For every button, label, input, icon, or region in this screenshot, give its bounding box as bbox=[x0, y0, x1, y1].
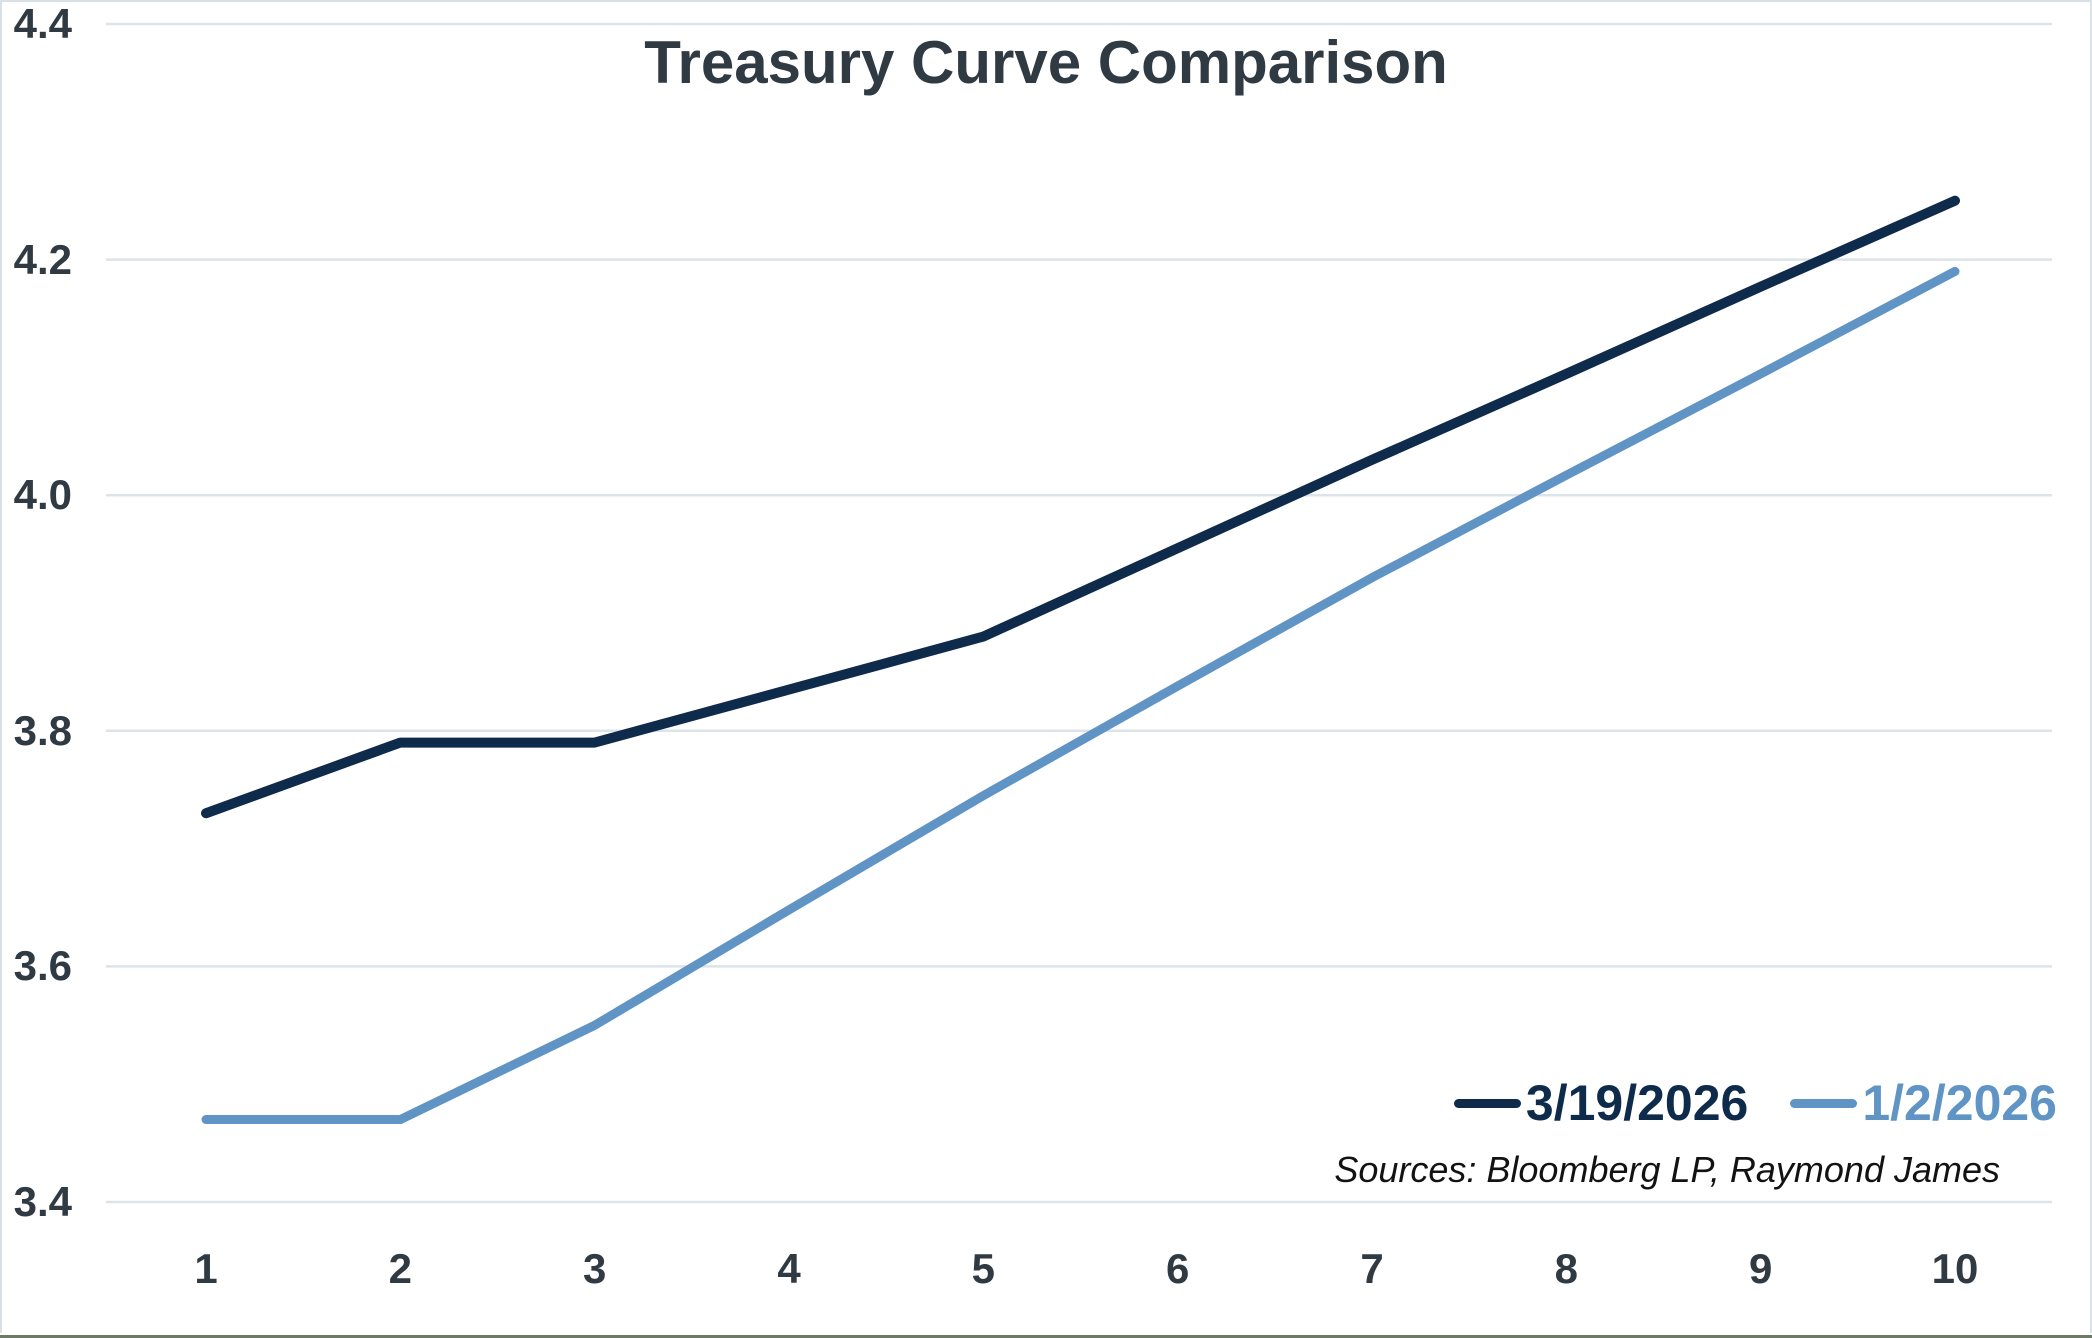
y-tick-label-3.8: 3.8 bbox=[13, 706, 72, 754]
bottom-edge-line bbox=[0, 1335, 2092, 1338]
sources-note: Sources: Bloomberg LP, Raymond James bbox=[1334, 1149, 2000, 1190]
x-tick-label-6: 6 bbox=[1165, 1245, 1190, 1292]
y-tick-label-3.4: 3.4 bbox=[13, 1178, 72, 1225]
x-tick-label-3: 3 bbox=[582, 1245, 607, 1292]
y-tick-label-3.6: 3.6 bbox=[13, 942, 72, 990]
x-tick-label-9: 9 bbox=[1748, 1245, 1773, 1292]
series-lines bbox=[201, 195, 1960, 1125]
y-tick-label-4.2: 4.2 bbox=[13, 235, 72, 283]
series-line-1 bbox=[201, 195, 1960, 819]
series1-legend-label: 3/19/2026 bbox=[1525, 1075, 1749, 1131]
legend: 3/19/2026 1/2/2026 bbox=[1453, 1075, 2057, 1131]
x-tick-label-4: 4 bbox=[777, 1245, 801, 1292]
x-tick-label-10: 10 bbox=[1931, 1245, 1979, 1292]
series2-line-swatch bbox=[1790, 1098, 1858, 1108]
x-tick-label-1: 1 bbox=[194, 1245, 218, 1292]
x-tick-label-2: 2 bbox=[388, 1245, 412, 1292]
chart-title: Treasury Curve Comparison bbox=[644, 29, 1448, 96]
y-tick-label-4.4: 4.4 bbox=[13, 0, 72, 47]
y-tick-label-4.0: 4.0 bbox=[13, 471, 72, 519]
x-tick-label-8: 8 bbox=[1554, 1245, 1578, 1292]
x-tick-label-7: 7 bbox=[1360, 1245, 1384, 1292]
x-tick-label-5: 5 bbox=[971, 1245, 995, 1292]
legend-item-series2: 1/2/2026 bbox=[1790, 1078, 2057, 1128]
series-line-2 bbox=[201, 266, 1960, 1125]
legend-item-series1: 3/19/2026 bbox=[1453, 1075, 1749, 1131]
gridlines bbox=[106, 22, 2052, 1204]
series2-legend-label: 1/2/2026 bbox=[1862, 1075, 2057, 1131]
series1-line-swatch bbox=[1453, 1098, 1521, 1108]
